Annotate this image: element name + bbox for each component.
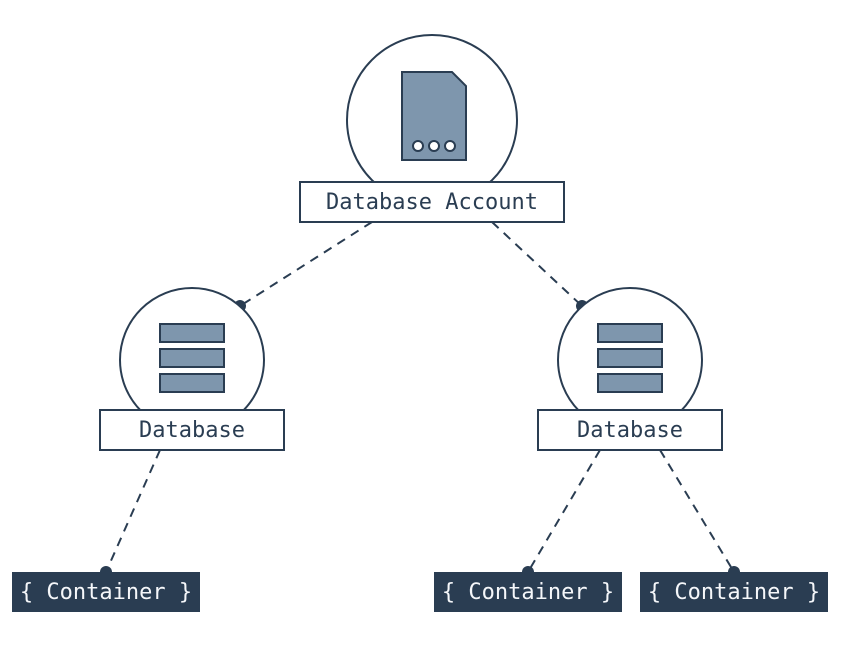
node-container-1: { Container } [12, 572, 200, 612]
db-left-label: Database [139, 418, 245, 443]
edge-account-db-left [240, 222, 372, 306]
edge-account-db-right [492, 222, 582, 306]
container-1-label: { Container } [20, 580, 192, 605]
container-2-label: { Container } [442, 580, 614, 605]
account-label: Database Account [326, 190, 538, 215]
node-database-left: Database [100, 288, 284, 450]
node-container-2: { Container } [434, 572, 622, 612]
container-3-label: { Container } [648, 580, 820, 605]
edge-db-left-container-1 [106, 450, 160, 572]
node-database-right: Database [538, 288, 722, 450]
resource-hierarchy-diagram: Database Account Database Database { Con… [0, 0, 864, 672]
node-database-account: Database Account [300, 35, 564, 222]
edge-db-right-container-2 [528, 450, 600, 572]
stack-icon [598, 324, 662, 392]
db-right-label: Database [577, 418, 683, 443]
stack-icon [160, 324, 224, 392]
node-container-3: { Container } [640, 572, 828, 612]
document-icon [402, 72, 466, 160]
edge-db-right-container-3 [660, 450, 734, 572]
